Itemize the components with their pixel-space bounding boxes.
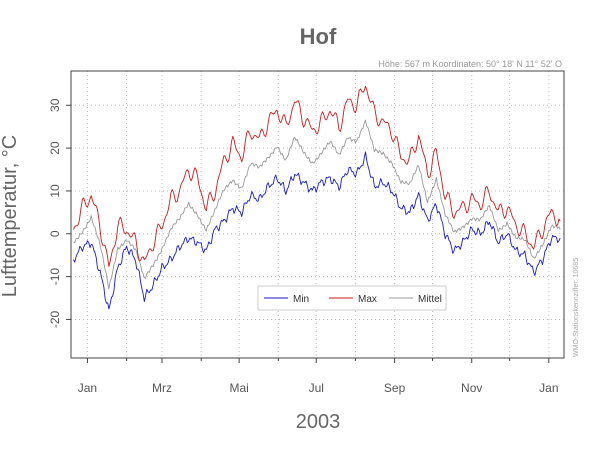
series-line-mittel	[73, 119, 561, 290]
y-tick-label: 0	[48, 230, 62, 237]
series-line-min	[73, 151, 561, 310]
x-axis-label: 2003	[296, 411, 341, 433]
x-tick-label: Nov	[461, 381, 482, 395]
x-axis: Jan Mrz Mai Jul Sep Nov Jan	[78, 358, 559, 395]
legend-label-min: Min	[293, 294, 309, 305]
y-tick-label: -10	[48, 268, 62, 286]
y-axis: -20 -10 0 10 20 30	[48, 98, 71, 328]
series-layer	[73, 85, 561, 310]
station-info: Höhe: 567 m Koordinaten: 50° 18' N 11° 5…	[378, 59, 562, 69]
x-tick-label: Sep	[384, 381, 406, 395]
station-id-note: WMO-Stationskennziffer: 10685	[573, 258, 580, 357]
chart-title: Hof	[300, 24, 337, 49]
y-tick-label: 20	[48, 141, 62, 155]
legend-label-mittel: Mittel	[418, 294, 442, 305]
y-tick-label: 10	[48, 184, 62, 198]
plot-frame	[70, 70, 565, 359]
x-tick-label: Jul	[309, 381, 324, 395]
x-tick-label: Jan	[78, 381, 97, 395]
series-line-max	[73, 85, 561, 267]
y-tick-label: -20	[48, 310, 62, 328]
y-axis-label: Lufttemperatur, °C	[0, 135, 21, 298]
x-tick-label: Jan	[539, 381, 558, 395]
legend-label-max: Max	[358, 294, 377, 305]
y-tick-label: 30	[48, 98, 62, 112]
legend: Min Max Mittel	[257, 285, 447, 311]
x-tick-label: Mrz	[152, 381, 172, 395]
x-tick-label: Mai	[229, 381, 248, 395]
